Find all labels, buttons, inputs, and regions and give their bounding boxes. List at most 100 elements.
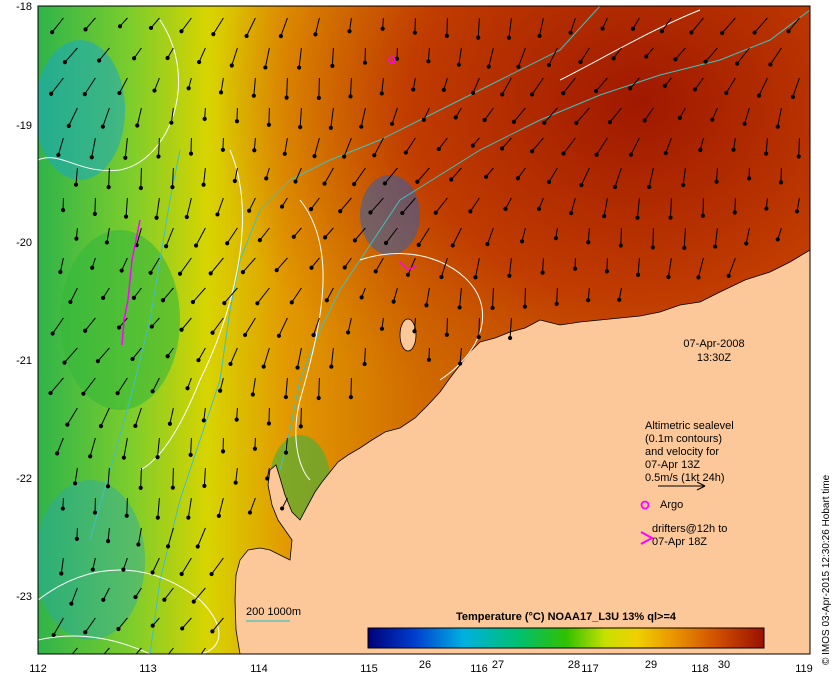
velocity-arrow-head	[278, 33, 284, 39]
velocity-arrow-head	[74, 236, 79, 241]
velocity-arrow	[264, 47, 270, 68]
velocity-arrow	[531, 137, 544, 152]
velocity-arrow-head	[264, 176, 269, 181]
velocity-arrow-head	[210, 629, 215, 634]
velocity-arrow	[629, 77, 640, 89]
velocity-arrow	[172, 467, 174, 488]
velocity-arrow-head	[184, 214, 189, 220]
velocity-arrow-head	[424, 303, 429, 308]
velocity-arrow-head	[284, 95, 289, 100]
velocity-arrow	[299, 107, 302, 128]
velocity-arrow-head	[456, 62, 461, 67]
velocity-arrow-head	[232, 178, 237, 184]
velocity-arrow-head	[611, 56, 616, 61]
velocity-arrow	[438, 137, 448, 150]
velocity-arrow-head	[662, 83, 667, 88]
velocity-arrow	[508, 17, 512, 38]
velocity-arrow-head	[83, 27, 88, 32]
velocity-arrow	[68, 107, 78, 127]
velocity-arrow-head	[612, 184, 618, 190]
velocity-arrow-head	[283, 450, 289, 455]
velocity-arrow	[427, 47, 430, 62]
velocity-arrow-head	[138, 185, 143, 191]
velocity-arrow-head	[180, 626, 185, 631]
lat-tick-label: -18	[16, 1, 32, 13]
velocity-arrow-head	[66, 123, 71, 128]
velocity-arrow-head	[101, 597, 106, 602]
velocity-arrow-head	[170, 485, 175, 490]
velocity-arrow-head	[185, 386, 190, 391]
velocity-arrow	[562, 77, 576, 94]
velocity-arrow	[630, 137, 640, 155]
velocity-arrow	[459, 347, 462, 364]
velocity-arrow-head	[647, 184, 652, 189]
velocity-arrow-head	[604, 269, 610, 274]
velocity-arrow-head	[348, 395, 353, 400]
velocity-arrow-head	[121, 567, 126, 572]
velocity-arrow	[326, 287, 334, 301]
velocity-arrow	[765, 137, 768, 154]
velocity-arrow	[314, 17, 320, 35]
velocity-arrow	[469, 197, 480, 212]
velocity-arrow	[97, 347, 110, 362]
velocity-arrow	[381, 77, 384, 94]
velocity-arrow-head	[197, 657, 200, 660]
velocity-arrow-head	[60, 208, 66, 213]
velocity-arrow-head	[507, 335, 513, 341]
velocity-arrow-head	[490, 305, 495, 311]
lon-tick-label: 115	[360, 663, 378, 675]
velocity-arrow	[518, 47, 526, 67]
velocity-arrow-head	[554, 301, 559, 307]
velocity-arrows	[48, 17, 801, 660]
velocity-arrow	[268, 107, 270, 125]
velocity-arrow-head	[578, 59, 583, 65]
velocity-arrow-head	[138, 485, 143, 490]
argo-legend: Argo	[640, 499, 683, 511]
velocity-arrow-head	[316, 95, 321, 100]
velocity-arrow	[440, 257, 448, 278]
velocity-arrow	[705, 47, 718, 63]
velocity-arrow	[661, 17, 672, 32]
velocity-arrow	[284, 137, 288, 154]
velocity-arrow	[675, 47, 686, 60]
velocity-arrow	[94, 197, 96, 214]
velocity-arrow	[66, 407, 78, 425]
velocity-arrow	[231, 47, 238, 66]
velocity-arrow	[211, 617, 224, 632]
velocity-arrow-head	[193, 243, 199, 248]
velocity-arrow-head	[265, 476, 270, 481]
colorbar-ramp	[367, 627, 765, 649]
velocity-arrow	[156, 197, 160, 218]
velocity-arrow-head	[121, 455, 126, 460]
velocity-arrow	[181, 17, 192, 32]
velocity-arrow-head	[746, 176, 752, 181]
velocity-arrow	[360, 107, 366, 127]
velocity-arrow-head	[83, 630, 88, 635]
velocity-arrow	[580, 167, 590, 186]
velocity-arrow-head	[104, 240, 110, 245]
velocity-arrow	[792, 77, 800, 98]
velocity-arrow-head	[519, 239, 525, 244]
velocity-arrow	[375, 257, 384, 272]
velocity-arrow	[596, 137, 608, 156]
velocity-arrow	[452, 227, 462, 246]
drifters-label-line: 07-Apr 18Z	[652, 536, 707, 548]
velocity-arrow	[418, 227, 430, 246]
velocity-arrow-head	[190, 299, 196, 305]
velocity-arrow	[211, 557, 224, 575]
velocity-arrow	[134, 407, 142, 426]
velocity-arrow	[744, 107, 750, 124]
velocity-arrow	[126, 497, 128, 516]
velocity-arrow-head	[659, 29, 664, 34]
velocity-arrow-head	[389, 121, 395, 126]
velocity-arrow-head	[228, 361, 233, 367]
velocity-arrow-head	[201, 182, 206, 187]
velocity-arrow	[187, 497, 192, 518]
velocity-arrow-head	[345, 330, 351, 335]
argo-float	[388, 56, 396, 64]
velocity-arrow-head	[348, 94, 353, 99]
velocity-arrow	[84, 317, 96, 332]
velocity-arrow	[190, 437, 192, 455]
velocity-arrow-head	[602, 214, 607, 219]
velocity-arrow	[682, 167, 686, 186]
